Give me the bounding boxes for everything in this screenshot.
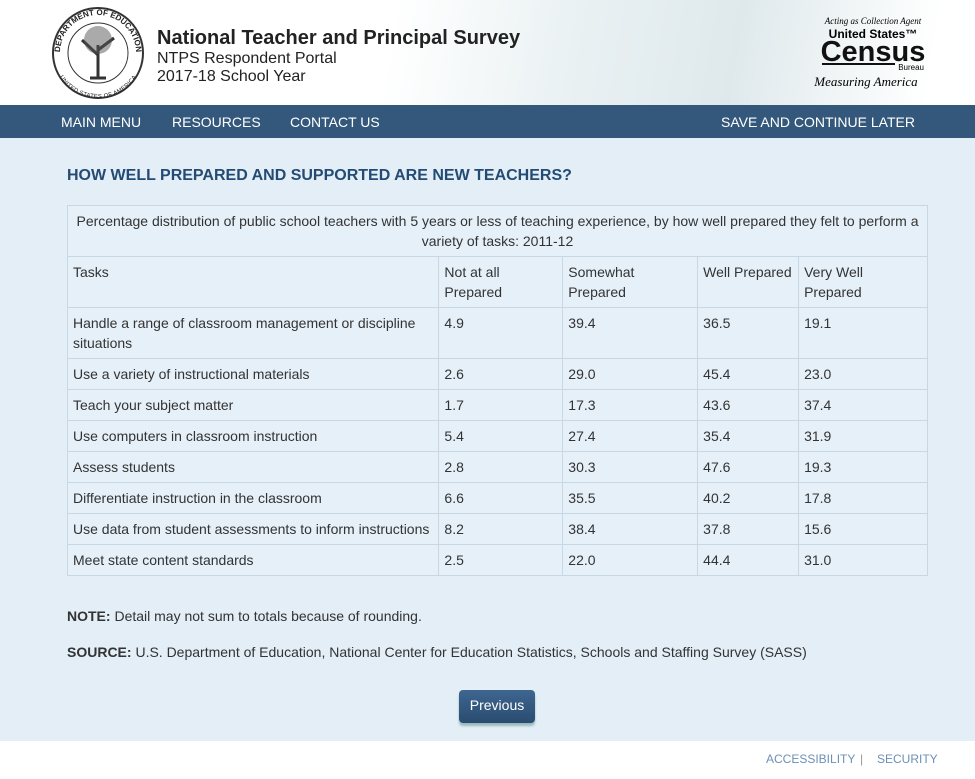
- table-cell: 27.4: [562, 420, 699, 452]
- table-row: Use computers in classroom instruction 5.…: [66, 420, 928, 452]
- table-cell: 15.6: [798, 513, 928, 545]
- table-cell: 5.4: [438, 420, 564, 452]
- table-cell: 44.4: [697, 544, 800, 576]
- site-title: National Teacher and Principal Survey: [157, 27, 521, 49]
- site-subtitle: NTPS Respondent Portal: [157, 50, 337, 67]
- note: NOTE: Detail may not sum to totals becau…: [67, 608, 422, 624]
- table-cell: 38.4: [562, 513, 699, 545]
- source-label: SOURCE:: [67, 644, 132, 660]
- table-cell: 2.5: [438, 544, 564, 576]
- footer-separator: |: [860, 752, 864, 766]
- nav-link[interactable]: MAIN MENU: [61, 114, 142, 130]
- table-cell: 31.9: [798, 420, 928, 452]
- table-cell: Handle a range of classroom management o…: [66, 307, 440, 359]
- table-cell: 35.4: [697, 420, 800, 452]
- table-row: Use a variety of instructional materials…: [66, 358, 928, 390]
- table-cell: Differentiate instruction in the classro…: [66, 482, 440, 514]
- table-cell: 40.2: [697, 482, 800, 514]
- table-cell: 39.4: [562, 307, 699, 359]
- table-cell: 1.7: [438, 389, 564, 421]
- table-cell: Use a variety of instructional materials: [66, 358, 440, 390]
- footer-link[interactable]: ACCESSIBILITY: [766, 752, 856, 766]
- table-cell: 36.5: [697, 307, 800, 359]
- previous-button[interactable]: Previous: [459, 690, 535, 723]
- table-cell: 8.2: [438, 513, 564, 545]
- census-name: Census: [821, 36, 926, 68]
- nav-link[interactable]: RESOURCES: [172, 114, 261, 130]
- table-cell: 19.1: [798, 307, 928, 359]
- table-cell: 6.6: [438, 482, 564, 514]
- table-row: Meet state content standards 2.5 22.0 44.4 3…: [66, 544, 928, 576]
- nav-link[interactable]: CONTACT US: [290, 114, 380, 130]
- table-cell: 30.3: [562, 451, 699, 483]
- table-cell: 4.9: [438, 307, 564, 359]
- table-cell: Teach your subject matter: [66, 389, 440, 421]
- table-row: Use data from student assessments to inf…: [66, 513, 928, 545]
- table-cell: 31.0: [798, 544, 928, 576]
- column-header: Not at all Prepared: [438, 256, 564, 308]
- table-cell: 43.6: [697, 389, 800, 421]
- header: DEPARTMENT OF EDUCATION UNITED STATES OF…: [0, 0, 975, 105]
- footer-link[interactable]: SECURITY: [877, 752, 938, 766]
- table-row: Handle a range of classroom management o…: [66, 307, 928, 359]
- school-year: 2017-18 School Year: [157, 68, 306, 85]
- table-cell: 2.8: [438, 451, 564, 483]
- table-cell: Assess students: [66, 451, 440, 483]
- table-cell: 37.4: [798, 389, 928, 421]
- table-cell: Meet state content standards: [66, 544, 440, 576]
- census-bureau: Bureau: [898, 63, 924, 72]
- table-cell: 23.0: [798, 358, 928, 390]
- table-cell: 19.3: [798, 451, 928, 483]
- table-cell: 2.6: [438, 358, 564, 390]
- table-cell: 29.0: [562, 358, 699, 390]
- note-text: Detail may not sum to totals because of …: [114, 608, 422, 624]
- table-cell: 17.3: [562, 389, 699, 421]
- save-later[interactable]: SAVE AND CONTINUE LATER: [721, 114, 915, 130]
- nav-bar: MAIN MENU RESOURCES CONTACT US SAVE AND …: [0, 105, 975, 138]
- table-row: Differentiate instruction in the classro…: [66, 482, 928, 514]
- table-cell: Use computers in classroom instruction: [66, 420, 440, 452]
- data-table: Percentage distribution of public school…: [66, 205, 928, 576]
- column-header: Tasks: [66, 256, 440, 308]
- table-row: Assess students 2.8 30.3 47.6 19.3: [66, 451, 928, 483]
- logos: DEPARTMENT OF EDUCATION UNITED STATES OF…: [52, 7, 926, 100]
- table-cell: 22.0: [562, 544, 699, 576]
- census-us: United States™: [829, 27, 918, 41]
- table-cell: 37.8: [697, 513, 800, 545]
- column-header: Somewhat Prepared: [562, 256, 699, 308]
- table-cell: 35.5: [562, 482, 699, 514]
- source: SOURCE: U.S. Department of Education, Na…: [67, 644, 807, 660]
- content: HOW WELL PREPARED AND SUPPORTED ARE NEW …: [0, 138, 975, 741]
- census-agent: Acting as Collection Agent: [824, 16, 922, 26]
- table-row: Teach your subject matter 1.7 17.3 43.6 37.4: [66, 389, 928, 421]
- table-caption: Percentage distribution of public school…: [67, 205, 928, 257]
- table-cell: Use data from student assessments to inf…: [66, 513, 440, 545]
- column-header: Very Well Prepared: [798, 256, 928, 308]
- table-cell: 47.6: [697, 451, 800, 483]
- table-cell: 45.4: [697, 358, 800, 390]
- header-row: Tasks Not at all Prepared Somewhat Prepare…: [66, 256, 928, 308]
- table-cell: 17.8: [798, 482, 928, 514]
- note-label: NOTE:: [67, 608, 111, 624]
- census-tagline: Measuring America: [813, 74, 918, 89]
- seal-ring: [67, 22, 129, 84]
- source-text: U.S. Department of Education, National C…: [135, 644, 807, 660]
- column-header: Well Prepared: [697, 256, 800, 308]
- heading: HOW WELL PREPARED AND SUPPORTED ARE NEW …: [67, 167, 572, 184]
